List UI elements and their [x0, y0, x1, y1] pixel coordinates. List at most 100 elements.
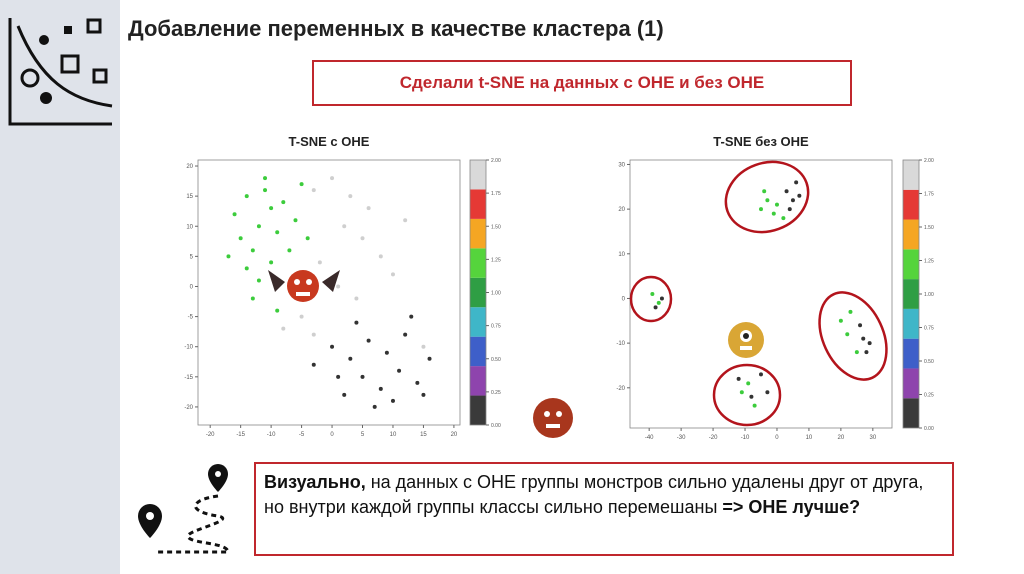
- point: [765, 198, 770, 203]
- x-tick-label: -10: [741, 435, 750, 441]
- point: [771, 211, 776, 216]
- point: [250, 248, 255, 253]
- colorbar-tick-label: 0.50: [491, 357, 501, 363]
- point: [867, 341, 872, 346]
- point: [287, 248, 292, 253]
- y-tick-label: -20: [616, 386, 625, 392]
- point: [746, 381, 751, 386]
- point: [250, 296, 255, 301]
- colorbar-segment: [903, 398, 919, 428]
- point: [415, 380, 420, 385]
- plot-area: [197, 159, 461, 426]
- cluster-highlights: [629, 160, 888, 427]
- point: [787, 207, 792, 212]
- monster-red: [268, 270, 340, 302]
- x-tick-label: 15: [420, 432, 427, 438]
- x-tick-label: -20: [206, 432, 215, 438]
- point: [838, 318, 843, 323]
- colorbar-tick-label: 0.00: [491, 423, 501, 429]
- point: [263, 176, 268, 181]
- monster-yellow: [728, 322, 764, 358]
- point: [409, 314, 414, 319]
- colorbar-tick-label: 1.50: [924, 225, 934, 231]
- point: [348, 356, 353, 361]
- x-tick-label: -10: [267, 432, 276, 438]
- colorbar-tick-label: 0.50: [924, 359, 934, 365]
- point: [330, 176, 335, 181]
- point: [378, 254, 383, 259]
- colorbar-segment: [903, 279, 919, 309]
- point: [311, 362, 316, 367]
- colorbar-segment: [903, 368, 919, 399]
- colorbar-tick-label: 2.00: [924, 158, 934, 164]
- colorbar-tick-label: 0.00: [924, 426, 934, 432]
- point: [336, 284, 341, 289]
- colorbar-tick-label: 2.00: [491, 158, 501, 164]
- colorbar-tick-label: 1.75: [924, 192, 934, 198]
- point: [659, 296, 664, 301]
- colorbar-segment: [903, 249, 919, 280]
- colorbar-tick-label: 1.25: [491, 257, 501, 263]
- point: [854, 350, 859, 355]
- x-tick-label: 5: [361, 432, 365, 438]
- point: [749, 394, 754, 399]
- point: [232, 212, 237, 217]
- point: [336, 374, 341, 379]
- y-tick-label: 10: [186, 224, 193, 230]
- x-tick-label: -40: [645, 435, 654, 441]
- point: [390, 272, 395, 277]
- colorbar-segment: [903, 160, 919, 190]
- x-tick-label: -20: [709, 435, 718, 441]
- colorbar-segment: [470, 189, 486, 219]
- plots: T-SNE без OHE -40 -30 -20 -10 0 10 20 30 -20 -10 0 1…: [184, 134, 934, 441]
- route-icon: [138, 464, 230, 554]
- colorbar-segment: [470, 160, 486, 190]
- point: [311, 188, 316, 193]
- point: [311, 332, 316, 337]
- point: [305, 236, 310, 241]
- point: [299, 182, 304, 187]
- colorbar-segment: [470, 336, 486, 367]
- point: [797, 193, 802, 198]
- colorbar-tick-label: 0.25: [491, 390, 501, 396]
- y-tick-label: -20: [184, 405, 193, 411]
- point: [781, 216, 786, 221]
- colorbar-tick-label: 1.25: [924, 259, 934, 265]
- point: [342, 392, 347, 397]
- point: [275, 308, 280, 313]
- point: [759, 207, 763, 212]
- point: [759, 372, 763, 377]
- point: [397, 368, 402, 373]
- y-tick-label: -15: [184, 375, 193, 381]
- point: [281, 200, 286, 205]
- point: [330, 344, 335, 349]
- scatter-plot: T-SNE без OHE -40 -30 -20 -10 0 10 20 30 -20 -10 0 1…: [616, 134, 934, 441]
- sidebar: [0, 0, 120, 574]
- x-tick-label: -5: [299, 432, 305, 438]
- y-tick-label: 5: [190, 254, 194, 260]
- point: [653, 305, 658, 310]
- point: [366, 338, 371, 343]
- point: [263, 188, 268, 193]
- point: [354, 320, 359, 325]
- point: [384, 350, 389, 355]
- colorbar-segment: [470, 395, 486, 425]
- y-tick-label: 0: [622, 296, 626, 302]
- x-tick-label: 10: [806, 435, 813, 441]
- point: [736, 376, 741, 381]
- plot-title: T-SNE без OHE: [713, 134, 809, 149]
- point: [378, 386, 383, 391]
- y-tick-label: 20: [618, 207, 625, 213]
- point: [861, 336, 866, 341]
- point: [275, 230, 280, 235]
- colorbar-tick-label: 1.00: [491, 291, 501, 297]
- conclusion: Визуально, на данных с OHE группы монстр…: [254, 462, 954, 556]
- conclusion-bold: Визуально,: [264, 472, 366, 492]
- point: [299, 314, 304, 319]
- point: [390, 398, 395, 403]
- point: [226, 254, 231, 259]
- x-tick-label: -15: [236, 432, 245, 438]
- point: [403, 218, 408, 223]
- point: [269, 260, 274, 265]
